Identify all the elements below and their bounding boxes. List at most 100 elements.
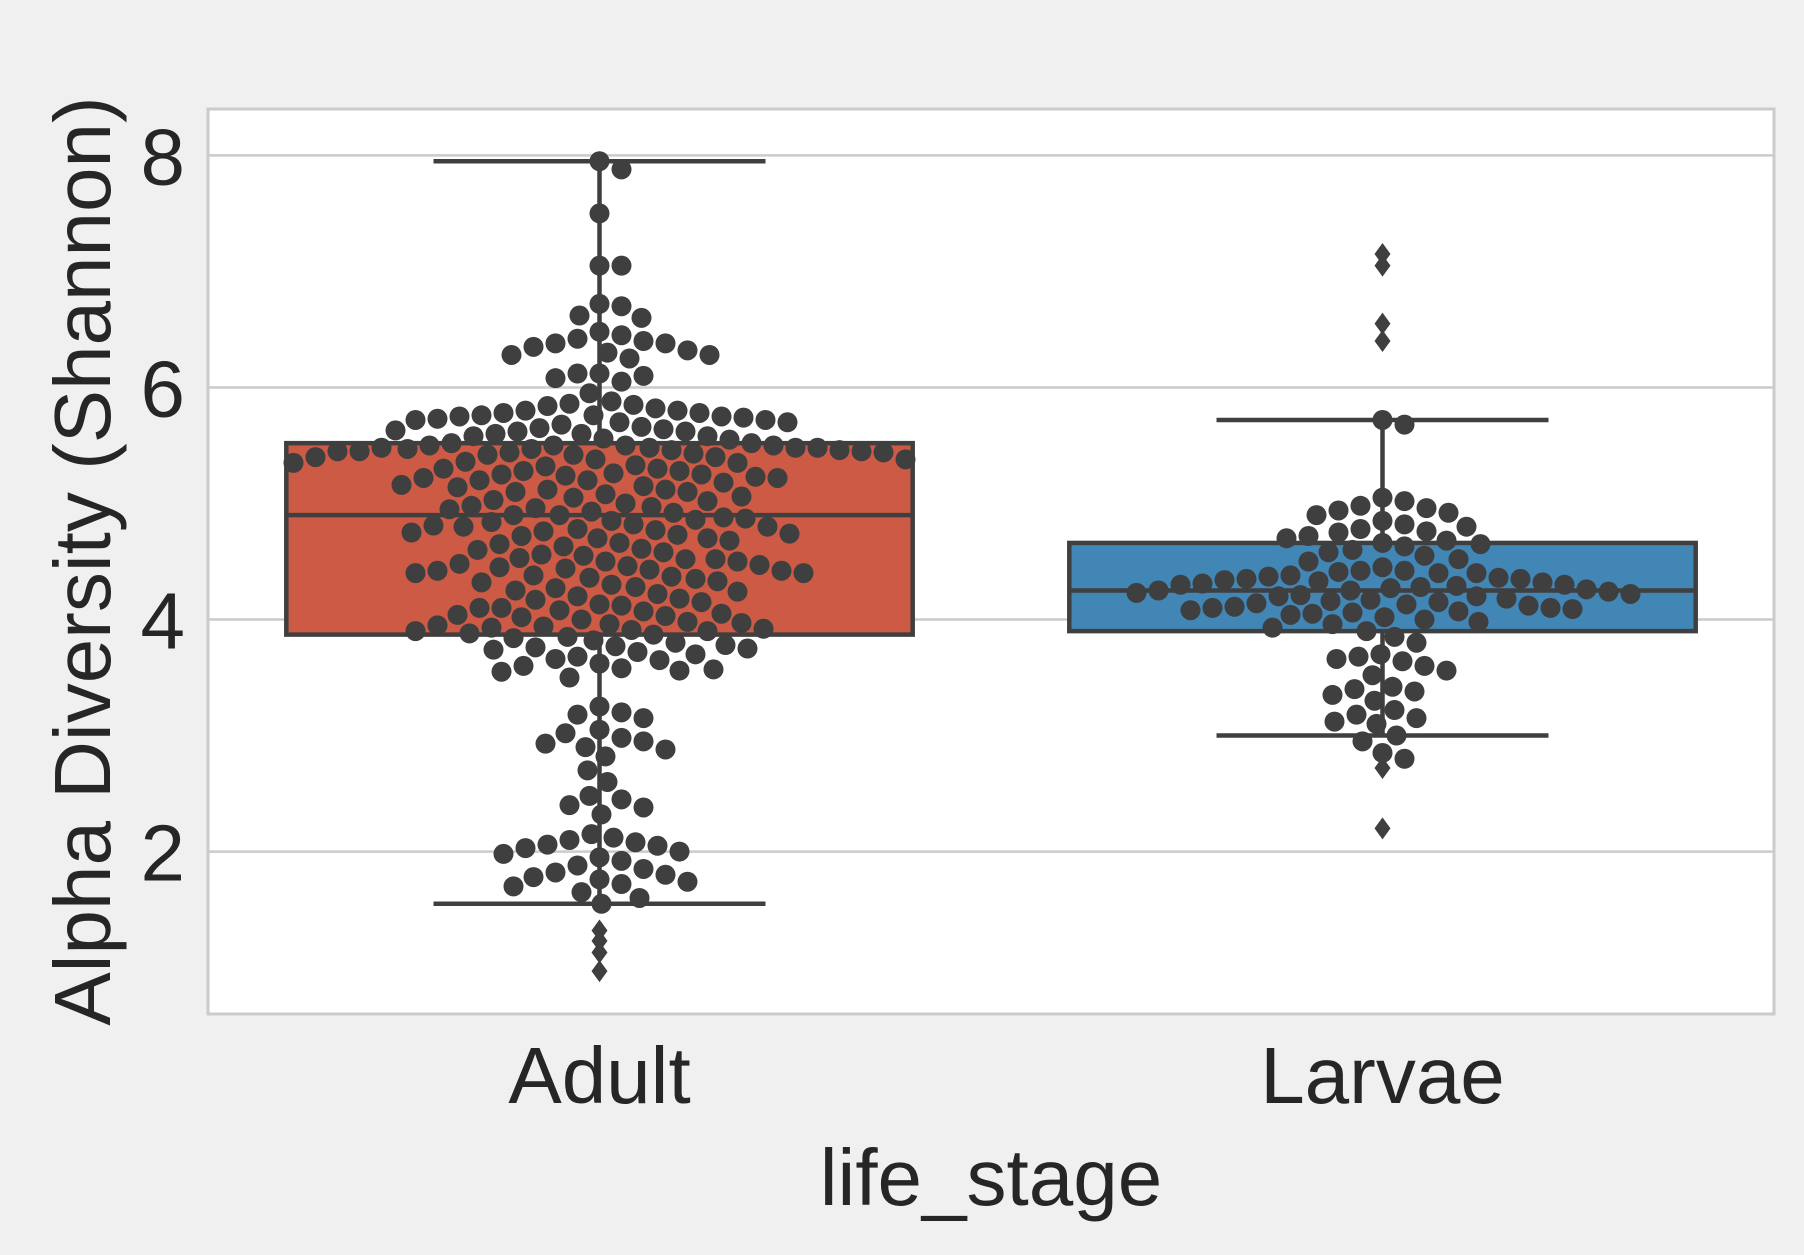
adult-swarm-point <box>763 435 784 456</box>
adult-swarm-point <box>589 363 610 384</box>
adult-swarm-point <box>595 551 616 572</box>
adult-swarm-point <box>503 505 524 526</box>
adult-swarm-point <box>587 528 608 549</box>
larvae-swarm-point <box>1620 583 1641 604</box>
larvae-swarm-point <box>1392 651 1413 672</box>
adult-swarm-point <box>545 862 566 883</box>
adult-swarm-point <box>589 255 610 276</box>
adult-swarm-point <box>483 490 504 511</box>
adult-swarm-point <box>549 600 570 621</box>
adult-swarm-point <box>371 437 392 458</box>
adult-swarm-point <box>711 603 732 624</box>
plot-frame <box>206 107 1776 1016</box>
larvae-swarm-point <box>1350 519 1371 540</box>
adult-swarm-point <box>471 572 492 593</box>
larvae-swarm-point <box>1280 604 1301 625</box>
adult-swarm-point <box>617 556 638 577</box>
adult-swarm-point <box>779 523 800 544</box>
adult-outlier-marker <box>591 960 608 983</box>
larvae-swarm-point <box>1382 676 1403 697</box>
adult-swarm-point <box>537 396 558 417</box>
larvae-swarm-point <box>1384 700 1405 721</box>
adult-swarm-point <box>785 437 806 458</box>
adult-swarm-point <box>611 727 632 748</box>
larvae-swarm-point <box>1350 495 1371 516</box>
larvae-swarm-point <box>1496 588 1517 609</box>
adult-swarm-point <box>555 723 576 744</box>
adult-swarm-point <box>685 644 706 665</box>
larvae-swarm-point <box>1328 561 1349 582</box>
adult-swarm-point <box>623 514 644 535</box>
adult-swarm-point <box>655 333 676 354</box>
adult-swarm-point <box>669 841 690 862</box>
adult-swarm-point <box>683 443 704 464</box>
adult-swarm-point <box>485 423 506 444</box>
adult-swarm-point <box>467 539 488 560</box>
adult-swarm-point <box>571 423 592 444</box>
larvae-swarm-point <box>1126 582 1147 603</box>
x-tick-label-adult: Adult <box>508 1031 690 1120</box>
adult-swarm-point <box>523 565 544 586</box>
adult-swarm-point <box>523 867 544 888</box>
larvae-swarm-point <box>1268 586 1289 607</box>
adult-swarm-point <box>641 496 662 517</box>
adult-swarm-point <box>591 893 612 914</box>
larvae-swarm-point <box>1380 578 1401 599</box>
adult-swarm-point <box>559 829 580 850</box>
larvae-swarm-point <box>1258 566 1279 587</box>
larvae-swarm-point <box>1562 599 1583 620</box>
larvae-swarm-point <box>1386 725 1407 746</box>
adult-swarm-point <box>633 365 654 386</box>
adult-swarm-point <box>589 203 610 224</box>
adult-swarm-point <box>749 554 770 575</box>
larvae-swarm-point <box>1428 592 1449 613</box>
larvae-swarm-point <box>1372 557 1393 578</box>
adult-swarm-point <box>567 363 588 384</box>
adult-swarm-point <box>581 501 602 522</box>
adult-swarm-point <box>513 461 534 481</box>
adult-swarm-point <box>385 420 406 441</box>
adult-swarm-point <box>677 481 698 502</box>
larvae-swarm-point <box>1246 593 1267 614</box>
adult-swarm-point <box>349 441 370 462</box>
adult-swarm-point <box>589 293 610 314</box>
adult-swarm-point <box>661 440 682 461</box>
adult-swarm-point <box>691 592 712 613</box>
larvae-swarm-point <box>1410 577 1431 598</box>
adult-swarm-point <box>563 444 584 465</box>
larvae-swarm-point <box>1406 708 1427 729</box>
larvae-outlier-marker <box>1374 254 1391 277</box>
adult-swarm-point <box>477 444 498 465</box>
larvae-swarm-point <box>1370 644 1391 665</box>
adult-swarm-point <box>611 159 632 180</box>
adult-swarm-point <box>705 447 726 468</box>
adult-swarm-point <box>737 638 758 659</box>
adult-swarm-point <box>581 824 602 845</box>
adult-swarm-point <box>633 476 654 497</box>
larvae-swarm-point <box>1322 614 1343 635</box>
adult-swarm-point <box>631 416 652 437</box>
adult-swarm-point <box>579 383 600 404</box>
adult-swarm-point <box>505 580 526 601</box>
larvae-swarm-point <box>1416 521 1437 542</box>
adult-swarm-point <box>603 463 624 484</box>
adult-swarm-point <box>449 406 470 427</box>
larvae-swarm-point <box>1202 597 1223 618</box>
larvae-swarm-point <box>1356 621 1377 642</box>
adult-swarm-point <box>611 325 632 346</box>
larvae-swarm-point <box>1414 545 1435 566</box>
adult-swarm-point <box>685 568 706 589</box>
adult-swarm-point <box>525 637 546 658</box>
larvae-swarm-point <box>1436 530 1457 551</box>
adult-swarm-point <box>731 612 752 633</box>
adult-swarm-point <box>577 760 598 781</box>
larvae-swarm-point <box>1374 607 1395 628</box>
adult-swarm-point <box>571 609 592 630</box>
adult-swarm-point <box>461 495 482 516</box>
adult-swarm-point <box>669 461 690 481</box>
adult-swarm-point <box>397 438 418 459</box>
adult-swarm-point <box>715 635 736 656</box>
adult-swarm-point <box>623 394 644 415</box>
adult-swarm-point <box>593 428 614 449</box>
adult-swarm-point <box>753 618 774 639</box>
